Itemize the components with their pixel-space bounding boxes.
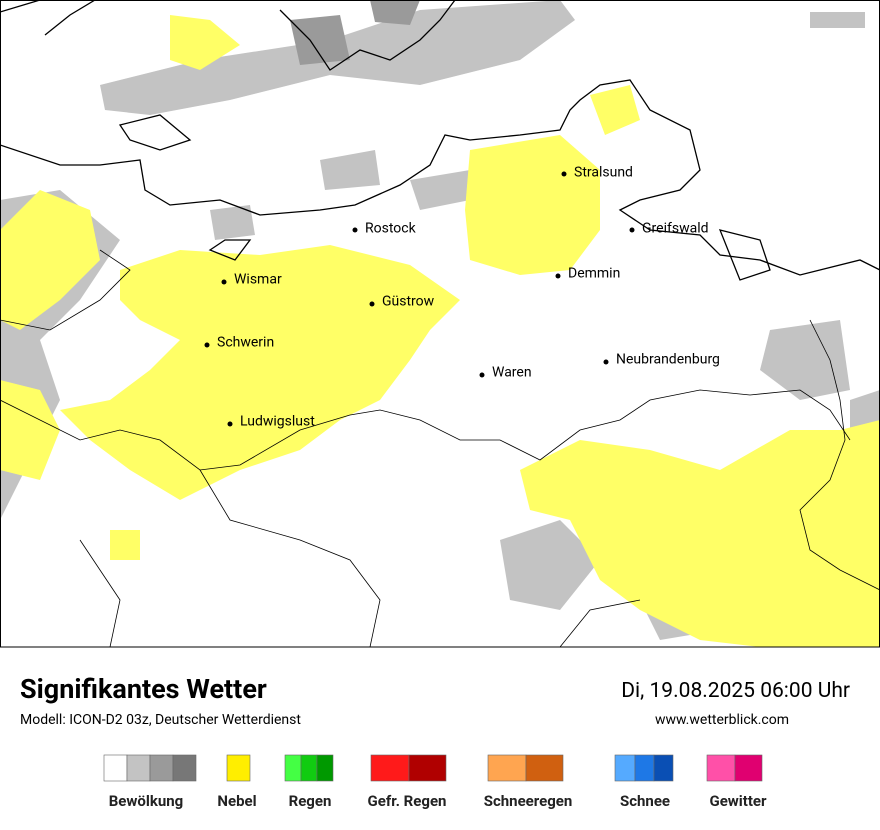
city-dot (603, 359, 609, 365)
borders (0, 249, 880, 648)
model-info: Modell: ICON-D2 03z, Deutscher Wetterdie… (20, 712, 301, 728)
city-label: Stralsund (574, 165, 633, 181)
title: Signifikantes Wetter (20, 673, 267, 705)
city-label: Güstrow (382, 294, 435, 310)
city-dot (221, 279, 227, 285)
website: www.wetterblick.com (655, 712, 789, 728)
city-label: Wismar (234, 272, 282, 288)
city-dot (369, 301, 375, 307)
datetime: Di, 19.08.2025 06:00 Uhr (621, 679, 850, 703)
legend-label: Schneeregen (484, 792, 573, 810)
legend-label: Gewitter (709, 792, 767, 810)
legend-label: Nebel (217, 792, 256, 810)
city-label: Schwerin (217, 335, 274, 351)
coastline (0, 0, 880, 281)
fog-areas (0, 15, 880, 647)
city-label: Ludwigslust (240, 414, 315, 430)
legend-label: Bewölkung (109, 792, 184, 810)
city-dot (479, 372, 485, 378)
legend-label: Regen (289, 792, 332, 810)
city-label: Neubrandenburg (616, 352, 720, 368)
cities: Stralsund Rostock Greifswald Wismar Demm… (204, 165, 720, 430)
footer: Signifikantes Wetter Modell: ICON-D2 03z… (20, 673, 850, 728)
city-dot (629, 227, 635, 233)
legend-labels: Bewölkung Nebel Regen Gefr. Regen Schnee… (109, 792, 767, 810)
city-label: Waren (492, 365, 532, 381)
city-label: Rostock (365, 221, 417, 237)
city-label: Greifswald (642, 221, 709, 237)
city-dot (227, 421, 233, 427)
city-dot (352, 227, 358, 233)
city-dot (555, 273, 561, 279)
city-dot (204, 342, 210, 348)
map: Stralsund Rostock Greifswald Wismar Demm… (0, 0, 880, 648)
dense-cloud-areas (290, 0, 420, 65)
legend-label: Gefr. Regen (368, 792, 447, 810)
city-label: Demmin (568, 266, 620, 282)
city-dot (561, 171, 567, 177)
legend-label: Schnee (620, 792, 670, 810)
legend (103, 754, 763, 782)
